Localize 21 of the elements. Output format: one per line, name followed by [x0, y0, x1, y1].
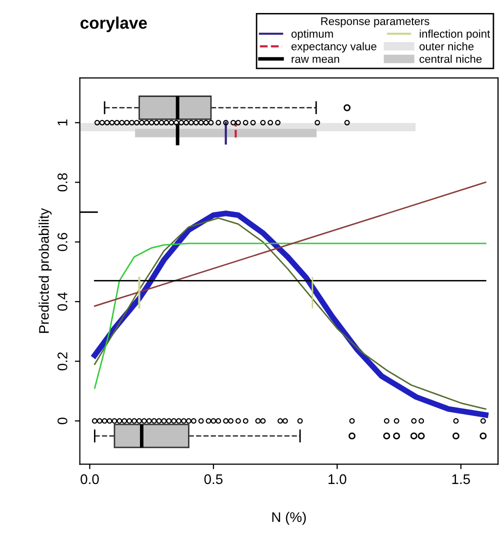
x-tick-label: 0.0 [80, 474, 99, 484]
legend-label: optimum [291, 30, 333, 40]
line-series [94, 242, 486, 389]
x-axis-title: N (%) [272, 512, 306, 525]
y-tick-label: 0 [58, 418, 68, 424]
legend-label: expectancy value [291, 42, 376, 53]
legend-title: Response parameters [321, 17, 430, 28]
y-tick-label: 1 [58, 119, 68, 126]
y-tick-label: 0.6 [58, 232, 68, 252]
y-axis-title: Predicted probability [38, 208, 52, 333]
legend-label: inflection point [420, 30, 490, 40]
legend-label: raw mean [292, 56, 340, 63]
y-tick-label: 0.2 [58, 352, 68, 370]
chart-title: corylave [80, 16, 147, 32]
x-tick-label: 1.5 [452, 474, 470, 484]
legend-label: central niche [420, 54, 482, 63]
y-tick-label: 0.4 [58, 292, 68, 311]
y-tick-label: 0.8 [58, 173, 68, 192]
x-tick-label: 0.5 [204, 474, 223, 484]
legend-label: outer niche [420, 42, 474, 50]
x-tick-label: 1.0 [328, 474, 346, 484]
